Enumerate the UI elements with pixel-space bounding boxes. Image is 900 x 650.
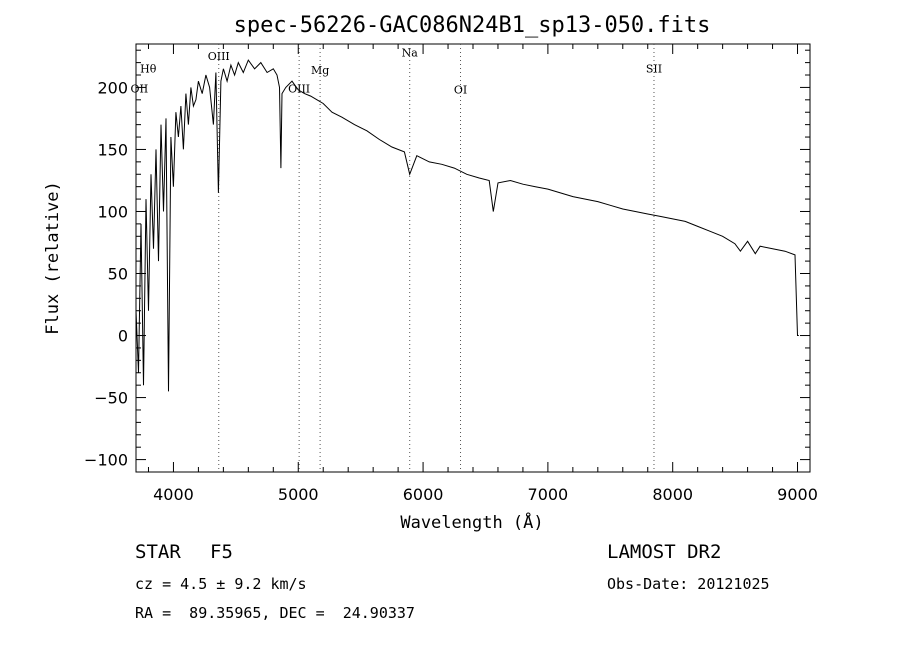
- x-tick-label: 7000: [528, 485, 569, 504]
- y-tick-label: 100: [97, 202, 128, 221]
- x-axis-label: Wavelength (Å): [400, 511, 543, 533]
- survey-label: LAMOST DR2: [607, 541, 722, 563]
- y-tick-label: 50: [108, 265, 128, 284]
- object-subclass: F5: [210, 541, 233, 563]
- x-tick-label: 8000: [652, 485, 693, 504]
- x-tick-label: 4000: [153, 485, 194, 504]
- y-tick-label: −100: [84, 451, 128, 470]
- spectral-line-label: OI: [454, 84, 467, 97]
- coordinates: RA = 89.35965, DEC = 24.90337: [135, 604, 415, 622]
- plot-frame: [135, 43, 811, 473]
- spectral-line-label: Hθ: [140, 63, 157, 76]
- spectral-line-label: OIII: [288, 82, 310, 95]
- spectral-line-label: OIII: [208, 50, 230, 63]
- spectral-line-label: OII: [131, 82, 149, 95]
- y-tick-label: 150: [97, 140, 128, 159]
- redshift-readout: cz = 4.5 ± 9.2 km/s: [135, 575, 307, 593]
- y-tick-label: −50: [94, 389, 128, 408]
- y-tick-label: 0: [118, 327, 128, 346]
- spectral-line-label: SII: [646, 63, 662, 76]
- obs-date: Obs-Date: 20121025: [607, 575, 770, 593]
- axis-tick-layer: 4000 5000 6000 7000 8000 9000 −100 −50 0 50 100 150…: [84, 44, 818, 504]
- chart-title: spec-56226-GAC086N24B1_sp13-050.fits: [234, 13, 711, 38]
- y-axis-label: Flux (relative): [43, 181, 63, 335]
- y-tick-label: 200: [97, 78, 128, 97]
- x-tick-label: 6000: [403, 485, 444, 504]
- x-tick-label: 5000: [278, 485, 319, 504]
- x-tick-label: 9000: [777, 485, 818, 504]
- spectral-line-label: Na: [402, 46, 419, 59]
- spectral-line-label: Mg: [311, 64, 329, 77]
- object-class: STAR: [135, 541, 181, 563]
- spectrum-line: [135, 59, 799, 392]
